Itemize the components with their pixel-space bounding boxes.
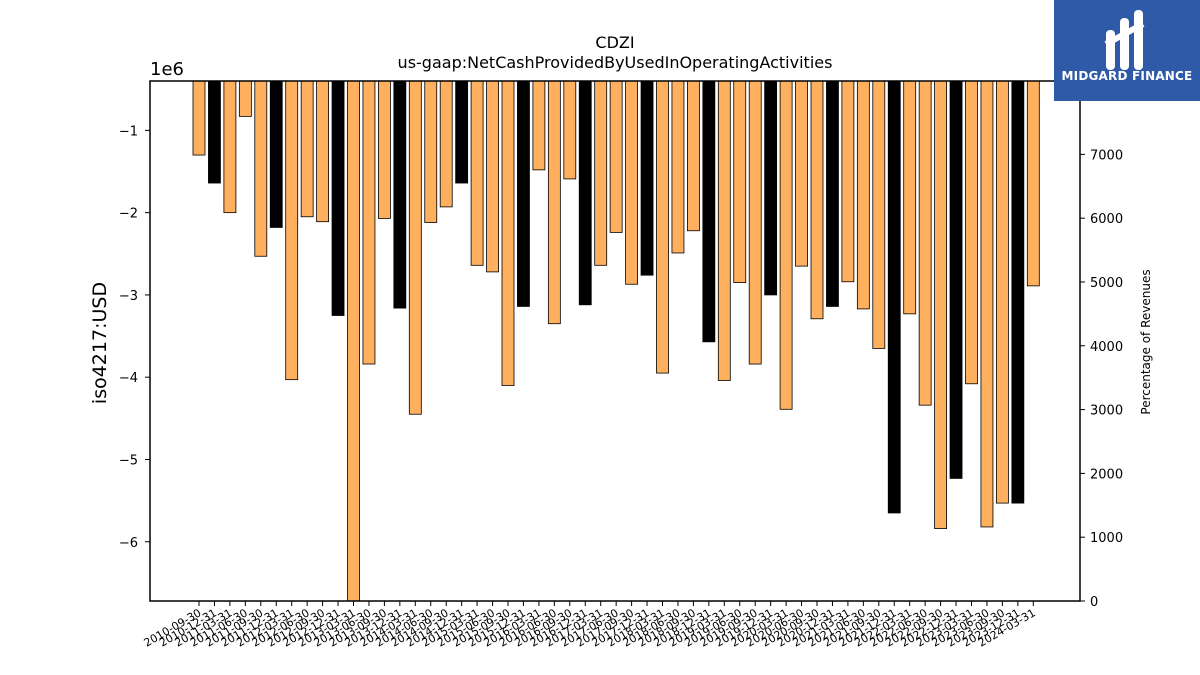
y2-tick-label: 1000 [1090, 531, 1123, 546]
bar-2012-12-31 [331, 80, 345, 316]
bar-2019-12-31 [764, 80, 778, 296]
midgard-finance-logo: MIDGARD FINANCE [1054, 0, 1200, 101]
bar-2014-09-30 [439, 80, 453, 208]
y2-tick-label: 5000 [1090, 276, 1123, 291]
bar-2011-12-31 [269, 80, 283, 228]
bar-2013-06-30 [362, 80, 376, 365]
plot-frame [149, 80, 1081, 602]
y-offset-label: 1e6 [150, 59, 184, 80]
bar-2012-09-30 [316, 80, 330, 223]
bar-2014-12-31 [455, 80, 469, 184]
bar-2014-03-31 [408, 80, 422, 415]
y-tick-label: −6 [119, 536, 138, 551]
bar-2023-09-30 [996, 80, 1009, 504]
y-tick-label: −3 [119, 289, 138, 304]
logo-text: MIDGARD FINANCE [1061, 69, 1193, 83]
y2-axis-label: Percentage of Revenues [1139, 269, 1153, 414]
bar-2011-06-30 [238, 80, 252, 117]
bar-2017-06-30 [609, 80, 623, 233]
bar-2012-03-31 [285, 80, 299, 381]
bar-2018-09-30 [687, 80, 700, 232]
bar-2016-03-31 [532, 80, 546, 171]
bar-2020-12-31 [826, 80, 839, 307]
bar-2013-03-31 [347, 80, 360, 602]
bar-2012-06-30 [300, 80, 314, 218]
bar-2018-03-31 [656, 80, 669, 374]
bar-2023-12-31 [1011, 80, 1025, 504]
bar-2015-12-31 [517, 80, 530, 307]
bar-2022-09-30 [934, 80, 947, 529]
bar-2013-09-30 [377, 80, 391, 219]
midgard-logo-icon [1104, 10, 1145, 70]
bar-2020-06-30 [795, 80, 808, 267]
bar-2021-12-31 [887, 80, 901, 514]
bar-2016-09-30 [563, 80, 577, 180]
bar-2015-09-30 [501, 80, 515, 386]
bar-2019-03-31 [717, 80, 731, 381]
bar-2016-06-30 [547, 80, 561, 325]
bar-2020-09-30 [810, 80, 824, 320]
bar-2018-12-31 [702, 80, 716, 343]
bar-2015-06-30 [486, 80, 499, 273]
x-ticks-group: 2010-09-302010-12-312011-03-312011-06-30… [142, 601, 1038, 650]
bar-2013-12-31 [393, 80, 407, 309]
bar-2019-06-30 [733, 80, 747, 283]
y2-tick-label: 3000 [1090, 404, 1123, 419]
chart-title: CDZI [595, 33, 634, 52]
bar-2010-12-31 [208, 80, 221, 184]
bar-2021-06-30 [856, 80, 870, 310]
bar-2010-09-30 [192, 80, 206, 156]
bar-2015-03-31 [470, 80, 484, 266]
bar-2024-03-31 [1026, 80, 1040, 287]
bar-2016-12-31 [578, 80, 592, 306]
bar-2011-09-30 [254, 80, 268, 257]
bar-2021-03-31 [841, 80, 855, 283]
y2-ticks-group: 0 1000 2000 3000 4000 5000 6000 7000 [1080, 148, 1123, 610]
bar-2017-09-30 [625, 80, 638, 285]
y2-tick-label: 7000 [1090, 148, 1123, 163]
bar-2022-06-30 [918, 80, 932, 406]
bar-2011-03-31 [223, 80, 237, 214]
bar-2023-03-31 [965, 80, 978, 385]
y2-tick-label: 6000 [1090, 212, 1123, 227]
y-tick-label: −5 [119, 453, 138, 468]
bars-group [192, 80, 1040, 602]
bar-2022-03-31 [903, 80, 917, 315]
y2-tick-label: 0 [1090, 595, 1098, 610]
bar-2014-06-30 [424, 80, 438, 223]
bar-2019-09-30 [748, 80, 762, 365]
bar-2022-12-31 [949, 80, 963, 479]
y2-tick-label: 4000 [1090, 340, 1123, 355]
bar-2017-03-31 [594, 80, 608, 266]
bar-2023-06-30 [980, 80, 994, 528]
y-ticks-group: −1 −2 −3 −4 −5 −6 [119, 124, 150, 551]
bar-2020-03-31 [779, 80, 793, 410]
bar-2017-12-31 [640, 80, 654, 276]
y2-tick-label: 2000 [1090, 467, 1123, 482]
y-tick-label: −2 [119, 207, 138, 222]
bar-2018-06-30 [671, 80, 685, 254]
y-tick-label: −1 [119, 124, 138, 139]
y-axis-label: iso4217:USD [89, 282, 111, 404]
bar-2021-09-30 [872, 80, 886, 349]
y-tick-label: −4 [119, 371, 138, 386]
chart-subtitle: us-gaap:NetCashProvidedByUsedInOperating… [398, 53, 833, 72]
